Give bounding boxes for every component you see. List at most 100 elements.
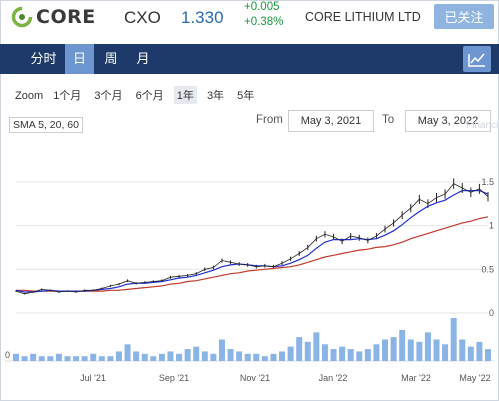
price-line xyxy=(15,183,489,295)
volume-bar xyxy=(313,332,320,361)
volume-bar xyxy=(73,356,80,361)
volume-bar xyxy=(107,356,114,361)
zoom-3m-button[interactable]: 3个月 xyxy=(94,90,123,102)
volume-bar xyxy=(227,349,234,361)
volume-bar xyxy=(304,341,311,361)
volume-bar xyxy=(244,353,251,361)
logo-ring-icon xyxy=(11,6,33,28)
last-price: 1.330 xyxy=(181,8,224,27)
volume-bar xyxy=(81,356,88,361)
zoom-1y-button[interactable]: 1年 xyxy=(173,86,197,104)
tab-intraday[interactable]: 分时 xyxy=(30,51,57,66)
change-absolute: +0.005 xyxy=(244,1,280,13)
x-tick-label: Jul '21 xyxy=(80,373,106,383)
volume-bar xyxy=(13,353,19,361)
volume-bar xyxy=(279,351,286,361)
volume-bar xyxy=(218,339,225,361)
volume-bar xyxy=(64,356,71,361)
chart-watermark: Financial xyxy=(466,120,499,131)
tab-daily[interactable]: 日 xyxy=(65,44,94,74)
y-axis-labels: 0 0.5 1 1.5 xyxy=(481,177,494,318)
grid-lines xyxy=(16,181,488,314)
volume-bar xyxy=(433,339,440,361)
volume-bar xyxy=(184,349,191,361)
zoom-5y-button[interactable]: 5年 xyxy=(237,90,255,102)
price-chart[interactable]: 0 0.5 1 1.5 Jul '21 Sep '21 Nov '21 Jan '22 Mar… xyxy=(0,140,499,401)
tab-weekly[interactable]: 周 xyxy=(104,51,118,66)
volume-bar xyxy=(450,318,457,361)
volume-bar xyxy=(442,344,449,361)
from-date-input[interactable]: May 3, 2021 xyxy=(288,110,374,132)
volume-bar xyxy=(158,353,165,361)
volume-bar xyxy=(47,356,54,361)
volume-bar xyxy=(459,339,466,361)
sma-60-line xyxy=(16,216,489,292)
volume-bar xyxy=(261,356,268,361)
volume-bar xyxy=(321,344,328,361)
trend-chart-icon xyxy=(468,53,485,67)
volume-bar xyxy=(150,356,157,361)
volume-bar xyxy=(201,351,208,361)
volume-bar xyxy=(339,346,346,361)
volume-bar xyxy=(55,353,62,361)
volume-bar xyxy=(253,353,260,361)
volume-bar xyxy=(115,351,122,361)
volume-bar xyxy=(133,351,140,361)
x-tick-label: Jan '22 xyxy=(319,373,348,383)
zoom-controls: Zoom 1个月 3个月 6个月 1年 3年 5年 xyxy=(15,86,261,104)
sma-indicator-label[interactable]: SMA 5, 20, 60 xyxy=(9,117,83,133)
ticker-symbol: CXO xyxy=(124,8,161,27)
price-change: +0.005 +0.38% xyxy=(244,0,283,30)
volume-bar xyxy=(167,351,174,361)
x-tick-label: Sep '21 xyxy=(159,373,189,383)
period-tabs: 分时 日 周 月 xyxy=(0,44,499,74)
x-tick-label: Mar '22 xyxy=(401,373,431,383)
change-percent: +0.38% xyxy=(244,16,284,28)
volume-bar xyxy=(124,344,131,361)
x-axis-labels: Jul '21 Sep '21 Nov '21 Jan '22 Mar '22 May '… xyxy=(80,373,490,383)
volume-bar xyxy=(193,346,200,361)
to-label: To xyxy=(382,114,395,126)
volume-bar xyxy=(21,356,28,361)
volume-bar xyxy=(270,353,277,361)
volume-bar xyxy=(476,341,483,361)
volume-bar xyxy=(347,349,354,361)
zoom-label: Zoom xyxy=(15,90,44,102)
y-tick-label: 1 xyxy=(489,221,494,231)
volume-bar xyxy=(399,329,406,361)
y-tick-label: 1.5 xyxy=(481,177,494,187)
volume-bar xyxy=(141,353,148,361)
volume-bar xyxy=(30,353,37,361)
volume-axis-label: 0 xyxy=(5,350,10,360)
sma-20-line xyxy=(15,190,489,293)
volume-bar xyxy=(236,351,243,361)
volume-bar xyxy=(356,351,363,361)
volume-bar xyxy=(364,349,371,361)
volume-bar xyxy=(382,339,389,361)
zoom-3y-button[interactable]: 3年 xyxy=(206,90,225,102)
company-name: CORE LITHIUM LTD xyxy=(305,10,421,24)
from-label: From xyxy=(256,114,283,126)
volume-bar xyxy=(98,356,105,361)
volume-bar xyxy=(90,353,97,361)
x-tick-label: Nov '21 xyxy=(240,373,270,383)
tab-monthly[interactable]: 月 xyxy=(136,51,150,66)
zoom-6m-button[interactable]: 6个月 xyxy=(135,90,164,102)
volume-bar xyxy=(390,337,397,361)
y-tick-label: 0.5 xyxy=(481,264,494,274)
logo-text: CORE xyxy=(36,6,96,28)
volume-bar xyxy=(424,332,431,361)
volume-bar xyxy=(485,349,491,361)
x-tick-label: May '22 xyxy=(459,373,490,383)
volume-bar xyxy=(38,356,45,361)
follow-button[interactable]: 已关注 xyxy=(434,4,494,29)
to-date-input[interactable]: May 3, 2022 xyxy=(405,110,491,132)
volume-bar xyxy=(176,353,183,361)
volume-bar xyxy=(407,339,414,361)
volume-bar xyxy=(373,344,380,361)
company-logo: CORE xyxy=(11,4,95,30)
zoom-1m-button[interactable]: 1个月 xyxy=(53,90,82,102)
volume-bar xyxy=(467,346,474,361)
trend-chart-button[interactable] xyxy=(463,46,491,72)
volume-bar xyxy=(416,341,423,361)
